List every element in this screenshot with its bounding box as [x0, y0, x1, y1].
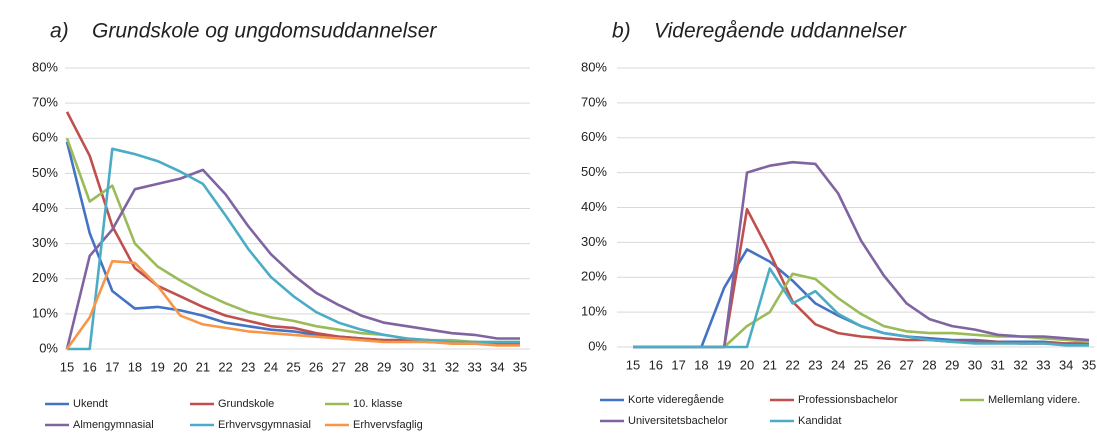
y-tick-label: 40%: [581, 199, 607, 214]
y-tick-label: 20%: [581, 269, 607, 284]
x-tick-label: 21: [763, 357, 777, 372]
y-tick-label: 50%: [32, 165, 58, 180]
y-tick-label: 30%: [32, 235, 58, 250]
x-tick-label: 20: [740, 357, 754, 372]
series-line: [65, 137, 520, 344]
x-tick-label: 34: [1059, 357, 1073, 372]
chart-title: b) Videregående uddannelser: [612, 20, 907, 43]
x-tick-label: 18: [128, 359, 142, 374]
x-tick-label: 27: [899, 357, 913, 372]
x-tick-label: 22: [218, 359, 232, 374]
y-tick-label: 60%: [581, 129, 607, 144]
y-tick-label: 60%: [32, 130, 58, 145]
y-tick-label: 30%: [581, 234, 607, 249]
x-tick-label: 23: [241, 359, 255, 374]
x-tick-label: 28: [354, 359, 368, 374]
y-tick-label: 0%: [588, 338, 607, 353]
x-tick-label: 17: [105, 359, 119, 374]
x-tick-label: 26: [309, 359, 323, 374]
x-tick-label: 34: [490, 359, 504, 374]
y-tick-label: 20%: [32, 270, 58, 285]
y-tick-label: 40%: [32, 200, 58, 215]
x-tick-label: 29: [945, 357, 959, 372]
x-tick-label: 23: [808, 357, 822, 372]
legend-label: Mellemlang videre.: [988, 394, 1080, 406]
x-tick-label: 25: [854, 357, 868, 372]
x-tick-label: 35: [1082, 357, 1096, 372]
y-tick-label: 80%: [581, 59, 607, 74]
x-tick-label: 26: [877, 357, 891, 372]
x-tick-label: 28: [922, 357, 936, 372]
series-line: [65, 168, 520, 350]
x-tick-label: 25: [286, 359, 300, 374]
legend-label: Professionsbachelor: [798, 394, 898, 406]
x-tick-label: 24: [264, 359, 278, 374]
series-line: [67, 147, 520, 351]
y-tick-label: 70%: [32, 95, 58, 110]
legend-label: Erhvervsfaglig: [353, 419, 423, 431]
x-tick-label: 30: [400, 359, 414, 374]
x-tick-label: 30: [968, 357, 982, 372]
x-tick-label: 33: [1036, 357, 1050, 372]
x-tick-label: 16: [82, 359, 96, 374]
x-tick-label: 27: [332, 359, 346, 374]
legend-label: Grundskole: [218, 398, 274, 410]
legend-label: Korte videregående: [628, 394, 724, 406]
x-tick-label: 21: [196, 359, 210, 374]
legend-label: 10. klasse: [353, 398, 403, 410]
x-tick-label: 22: [785, 357, 799, 372]
x-tick-label: 29: [377, 359, 391, 374]
y-tick-label: 80%: [32, 59, 58, 74]
y-tick-label: 70%: [581, 94, 607, 109]
x-tick-label: 15: [60, 359, 74, 374]
x-tick-label: 32: [445, 359, 459, 374]
chart-title: a) Grundskole og ungdomsuddannelser: [50, 20, 437, 43]
x-tick-label: 24: [831, 357, 845, 372]
x-tick-label: 17: [671, 357, 685, 372]
y-tick-label: 10%: [32, 305, 58, 320]
x-tick-label: 35: [513, 359, 527, 374]
legend-label: Kandidat: [798, 415, 841, 427]
legend-label: Ukendt: [73, 398, 108, 410]
y-tick-label: 10%: [581, 304, 607, 319]
series-line: [65, 259, 520, 350]
y-tick-label: 50%: [581, 164, 607, 179]
series-line: [633, 267, 1089, 349]
y-tick-label: 0%: [39, 340, 58, 355]
x-tick-label: 31: [991, 357, 1005, 372]
x-tick-label: 32: [1013, 357, 1027, 372]
series-line: [633, 248, 1089, 349]
legend-label: Universitetsbachelor: [628, 415, 728, 427]
x-tick-label: 19: [150, 359, 164, 374]
x-tick-label: 16: [649, 357, 663, 372]
x-tick-label: 33: [467, 359, 481, 374]
x-tick-label: 31: [422, 359, 436, 374]
series-line: [633, 160, 1090, 349]
x-tick-label: 19: [717, 357, 731, 372]
x-tick-label: 20: [173, 359, 187, 374]
legend-label: Erhvervsgymnasial: [218, 419, 311, 431]
x-tick-label: 18: [694, 357, 708, 372]
legend-label: Almengymnasial: [73, 419, 154, 431]
x-tick-label: 15: [626, 357, 640, 372]
